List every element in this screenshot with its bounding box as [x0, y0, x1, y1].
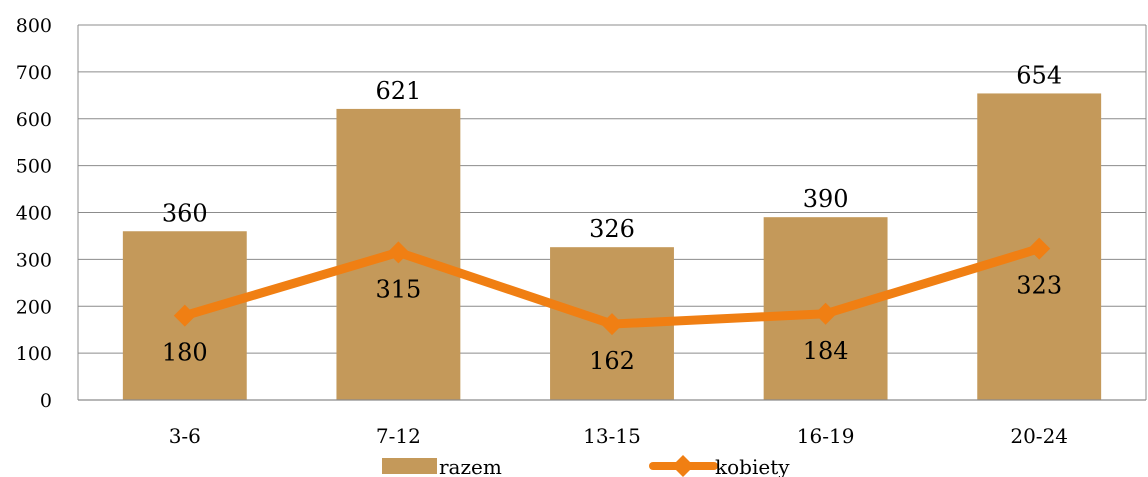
y-tick-label: 200 [16, 296, 52, 318]
bar-value-label: 360 [162, 199, 208, 227]
line-value-label: 184 [803, 337, 849, 365]
label-layer: 360 621 326 390 654 180 315 162 184 323 [162, 61, 1062, 375]
line-marker-3-6 [173, 304, 196, 327]
y-tick-label: 600 [16, 109, 52, 131]
y-tick-label: 300 [16, 249, 52, 271]
line-marker-13-15 [601, 313, 623, 336]
y-tick-label: 500 [16, 156, 52, 178]
x-tick-label: 3-6 [169, 424, 201, 448]
bar-value-label: 621 [375, 77, 421, 105]
line-value-label: 162 [589, 347, 635, 375]
legend: razem kobiety [382, 455, 790, 477]
line-value-label: 323 [1016, 272, 1062, 300]
axis-layer: 0 100 200 300 400 500 600 700 800 3-6 7-12 13-15 16-… [16, 15, 1147, 448]
line-marker-20-24 [1028, 237, 1051, 260]
x-tick-label: 20-24 [1010, 424, 1068, 448]
legend-marker-kobiety [672, 455, 694, 477]
bar-value-label: 654 [1016, 61, 1062, 89]
line-value-label: 180 [162, 339, 208, 367]
y-tick-label: 100 [16, 343, 52, 365]
line-marker-7-12 [387, 241, 410, 264]
y-tick-label: 0 [40, 390, 52, 412]
x-tick-label: 13-15 [583, 424, 641, 448]
y-tick-label: 700 [16, 62, 52, 84]
line-marker-16-19 [814, 302, 837, 325]
line-layer [173, 237, 1051, 336]
line-value-label: 315 [375, 275, 421, 303]
x-tick-label: 7-12 [376, 424, 421, 448]
x-tick-label: 16-19 [797, 424, 855, 448]
y-tick-label: 800 [16, 15, 52, 37]
bar-value-label: 326 [589, 215, 635, 243]
bar-value-label: 390 [803, 185, 849, 213]
y-tick-label: 400 [16, 203, 52, 225]
legend-label-razem: razem [439, 455, 502, 477]
legend-swatch-razem [382, 458, 437, 474]
legend-label-kobiety: kobiety [715, 455, 790, 477]
